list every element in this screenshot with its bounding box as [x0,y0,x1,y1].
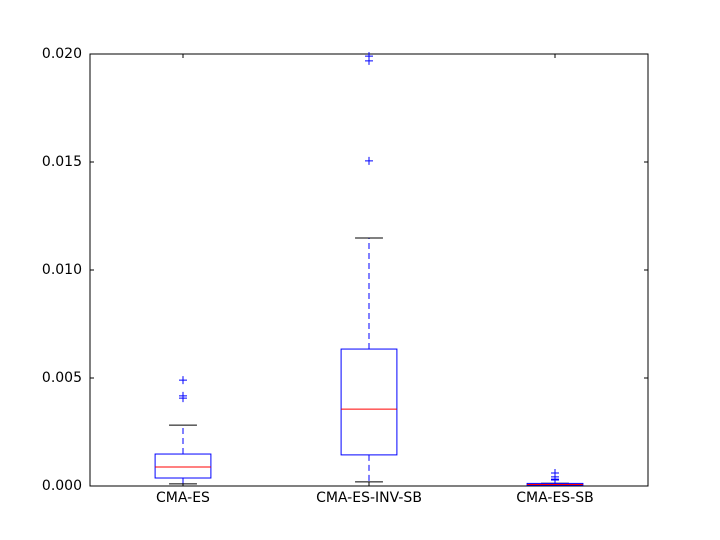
flier [179,376,187,385]
y-tick-label: 0.020 [42,46,82,62]
box [154,453,212,479]
y-tick-label: 0.005 [42,370,82,386]
y-tick-label: 0.010 [42,262,82,278]
y-tick-label: 0.000 [42,478,82,494]
box [340,348,398,456]
x-tick-label: CMA-ES [156,490,210,506]
x-tick-label: CMA-ES-SB [516,490,593,506]
x-tick-label: CMA-ES-INV-SB [316,490,422,506]
flier [365,52,373,61]
flier [179,391,187,400]
flier [365,156,373,165]
y-tick-label: 0.015 [42,154,82,170]
plot-frame [89,53,649,487]
flier [551,469,559,478]
